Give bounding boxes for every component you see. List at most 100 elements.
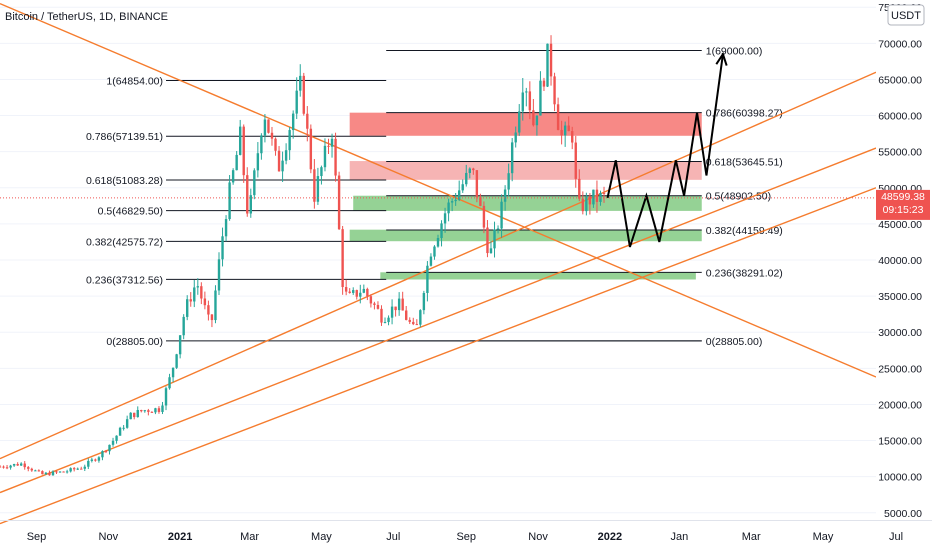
candle-body xyxy=(154,408,157,413)
candle-body xyxy=(362,288,366,293)
candle-body xyxy=(133,412,136,418)
price-tick: 5000.00 xyxy=(884,508,922,520)
candle-body xyxy=(447,202,450,214)
last-price-countdown: 09:15:23 xyxy=(883,204,924,216)
price-tick: 45000.00 xyxy=(878,219,922,231)
candle-body xyxy=(542,80,546,87)
candlesticks xyxy=(0,35,606,476)
candle-body xyxy=(5,467,9,469)
candle-body xyxy=(369,296,373,304)
candle-body xyxy=(521,92,524,112)
candle-body xyxy=(323,145,327,168)
candle-body xyxy=(108,444,111,452)
candle-body xyxy=(242,126,245,176)
candle-body xyxy=(313,169,316,202)
price-axis[interactable]: 75000.0070000.0065000.0060000.0055000.00… xyxy=(878,2,922,520)
candle-body xyxy=(408,319,411,322)
candle-body xyxy=(16,463,19,466)
candle-body xyxy=(189,299,192,302)
grid-lines xyxy=(0,6,876,514)
time-tick: Sep xyxy=(456,531,476,543)
candle-body xyxy=(479,197,482,206)
price-tick: 55000.00 xyxy=(878,147,922,159)
candle-body xyxy=(175,354,178,368)
candle-body xyxy=(578,178,581,199)
candle-body xyxy=(337,175,341,230)
fib-level-label: 0.618(53645.51) xyxy=(706,156,783,168)
candle-body xyxy=(539,80,542,116)
candle-body xyxy=(281,160,284,172)
price-tick: 20000.00 xyxy=(878,399,922,411)
candle-body xyxy=(150,411,154,413)
fib-level-label: 1(64854.00) xyxy=(106,75,163,87)
candle-body xyxy=(465,172,468,185)
candle-body xyxy=(468,168,471,173)
candle-body xyxy=(546,43,549,87)
candle-body xyxy=(493,229,496,249)
candle-body xyxy=(41,471,44,475)
projection-line xyxy=(606,54,724,248)
fib-zone xyxy=(349,161,702,180)
fib-level-label: 0(28805.00) xyxy=(706,336,763,348)
fib-zone xyxy=(349,229,702,242)
time-tick: 2021 xyxy=(168,531,192,543)
candle-body xyxy=(376,304,380,309)
candle-body xyxy=(429,256,433,266)
currency-badge[interactable]: USDT xyxy=(887,4,925,26)
time-tick: May xyxy=(311,531,332,543)
time-tick: Jan xyxy=(670,531,688,543)
candle-body xyxy=(489,248,493,254)
candle-body xyxy=(27,467,30,469)
time-axis[interactable]: Sep Nov 2021 Mar May Jul Sep Nov 2022 Jan Mar May Ju… xyxy=(27,531,903,543)
candle-body xyxy=(397,298,401,311)
fib-level-label: 0.618(51083.28) xyxy=(86,175,163,187)
candle-body xyxy=(203,298,207,306)
candle-body xyxy=(143,410,147,412)
candle-body xyxy=(168,377,171,389)
candle-body xyxy=(235,154,238,171)
candle-body xyxy=(553,76,556,105)
candle-body xyxy=(334,138,337,176)
candle-body xyxy=(461,184,464,191)
price-tick: 35000.00 xyxy=(878,291,922,303)
candle-body xyxy=(288,130,291,151)
candle-body xyxy=(147,410,150,412)
time-tick: May xyxy=(813,531,834,543)
candle-body xyxy=(44,472,48,475)
candle-body xyxy=(433,246,436,257)
candle-body xyxy=(514,132,517,143)
candle-body xyxy=(224,219,228,237)
candle-body xyxy=(65,471,69,473)
candle-body xyxy=(87,460,90,467)
candle-body xyxy=(125,419,129,428)
candle-body xyxy=(104,451,108,453)
candle-body xyxy=(352,290,355,293)
candle-body xyxy=(270,132,274,139)
candle-body xyxy=(157,408,161,412)
candle-body xyxy=(556,104,560,130)
time-tick: 2022 xyxy=(598,531,622,543)
fib-zone xyxy=(353,195,702,211)
candle-body xyxy=(387,317,390,323)
candle-body xyxy=(37,470,41,472)
price-tick: 15000.00 xyxy=(878,436,922,448)
candle-body xyxy=(426,265,429,293)
candle-body xyxy=(295,90,298,114)
fib-level-label: 0.5(48902.50) xyxy=(706,191,771,203)
price-tick: 70000.00 xyxy=(878,38,922,50)
price-axis-background xyxy=(876,0,932,520)
candle-body xyxy=(69,468,72,472)
candle-body xyxy=(344,287,348,292)
candle-body xyxy=(503,189,507,202)
candle-body xyxy=(510,142,514,174)
candle-body xyxy=(457,190,461,200)
fib-zone xyxy=(380,272,696,280)
candle-body xyxy=(563,125,567,136)
candle-body xyxy=(136,409,139,418)
candle-body xyxy=(182,316,185,336)
candle-body xyxy=(383,322,387,324)
candle-body xyxy=(260,135,263,154)
candle-body xyxy=(9,465,12,468)
